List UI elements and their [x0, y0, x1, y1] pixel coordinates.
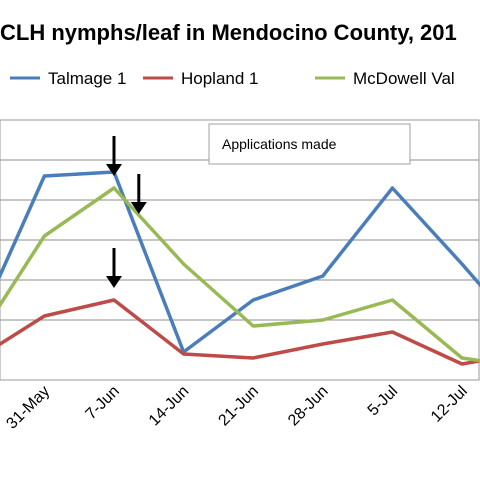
data-point	[460, 356, 464, 360]
gridlines	[0, 159, 479, 321]
arrow-head	[106, 164, 122, 176]
annotation-frame	[208, 123, 411, 165]
data-point	[251, 298, 255, 302]
x-tick-label: 28-Jun	[285, 383, 332, 430]
data-point	[390, 298, 394, 302]
annotation-text: Applications made	[222, 136, 337, 152]
legend-label: McDowell Val	[353, 69, 455, 88]
annotation-box: Applications made	[208, 123, 411, 165]
x-axis-tick-labels: 31-May 7-Jun 14-Jun 21-Jun 28-Jun 5-Jul 12-Jul…	[3, 383, 471, 433]
legend-label: Hopland 1	[181, 69, 259, 88]
arrow	[130, 174, 147, 214]
data-point	[112, 298, 116, 302]
x-tick-label: 31-May	[3, 383, 53, 433]
x-tick-label: 7-Jun	[83, 383, 123, 423]
x-tick-label: 12-Jul	[428, 383, 471, 426]
application-arrows	[106, 136, 147, 288]
chart-title: CLH nymphs/leaf in Mendocino County, 201	[0, 20, 457, 45]
data-point	[390, 186, 394, 190]
data-point	[42, 314, 46, 318]
arrow	[106, 136, 122, 176]
data-point	[182, 352, 186, 356]
arrow-head	[106, 276, 122, 288]
data-point	[321, 274, 325, 278]
plot-area-border	[0, 119, 480, 381]
data-point	[460, 262, 464, 266]
data-point	[321, 318, 325, 322]
series-line	[0, 170, 480, 354]
data-point	[182, 262, 186, 266]
data-point	[321, 342, 325, 346]
x-tick-label: 14-Jun	[146, 383, 193, 430]
data-point	[42, 174, 46, 178]
data-point	[42, 234, 46, 238]
series-line	[0, 298, 480, 366]
arrow	[106, 248, 122, 288]
arrow-head	[130, 202, 147, 214]
data-point	[390, 330, 394, 334]
x-tick-label: 21-Jun	[215, 383, 262, 430]
data-point	[251, 356, 255, 360]
legend-label: Talmage 1	[48, 69, 126, 88]
x-tick-label: 5-Jul	[365, 383, 402, 420]
data-point	[112, 186, 116, 190]
series-line	[0, 186, 480, 363]
legend: Talmage 1 Hopland 1 McDowell Val	[10, 69, 455, 88]
data-point	[460, 362, 464, 366]
data-point	[251, 324, 255, 328]
